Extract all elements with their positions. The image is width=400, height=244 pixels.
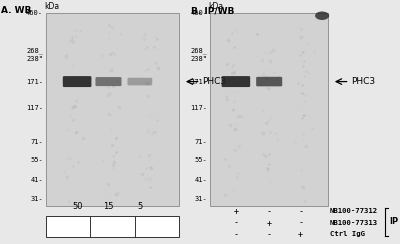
Text: 460-: 460- <box>26 10 43 16</box>
Text: +: + <box>267 219 272 228</box>
Text: Ctrl IgG: Ctrl IgG <box>330 231 365 237</box>
Text: 460-: 460- <box>191 10 208 16</box>
Text: +: + <box>298 230 303 239</box>
Text: NB100-77313: NB100-77313 <box>330 220 378 226</box>
Circle shape <box>315 11 329 20</box>
Text: B. IP/WB: B. IP/WB <box>191 6 234 15</box>
Bar <box>46 216 179 237</box>
Text: 55-: 55- <box>195 157 208 163</box>
Text: PHC3: PHC3 <box>352 77 376 86</box>
Text: 268_: 268_ <box>26 47 43 54</box>
FancyBboxPatch shape <box>63 76 92 87</box>
Text: 31-: 31- <box>30 196 43 202</box>
Text: 238": 238" <box>191 56 208 62</box>
Text: -: - <box>298 207 303 216</box>
FancyBboxPatch shape <box>96 77 122 86</box>
Bar <box>46 13 179 206</box>
Text: PHC3: PHC3 <box>202 77 227 86</box>
Text: 117-: 117- <box>26 105 43 111</box>
Text: IP: IP <box>390 217 399 226</box>
Text: 117-: 117- <box>191 105 208 111</box>
Text: kDa: kDa <box>44 2 59 11</box>
Text: HeLa: HeLa <box>102 222 123 231</box>
Text: 41-: 41- <box>30 177 43 183</box>
Text: 15: 15 <box>103 202 114 211</box>
Text: 71-: 71- <box>30 139 43 145</box>
Text: 71-: 71- <box>195 139 208 145</box>
Text: -: - <box>267 207 272 216</box>
Text: 171-: 171- <box>191 79 208 85</box>
FancyBboxPatch shape <box>128 78 152 85</box>
Text: 171-: 171- <box>26 79 43 85</box>
Bar <box>210 13 328 206</box>
Text: -: - <box>298 219 303 228</box>
Text: -: - <box>233 230 238 239</box>
Text: 41-: 41- <box>195 177 208 183</box>
Text: -: - <box>233 219 238 228</box>
Text: +: + <box>233 207 238 216</box>
FancyBboxPatch shape <box>256 77 282 86</box>
Text: -: - <box>267 230 272 239</box>
Text: 55-: 55- <box>30 157 43 163</box>
Text: NB100-77312: NB100-77312 <box>330 208 378 214</box>
Text: kDa: kDa <box>208 2 224 11</box>
Text: 50: 50 <box>72 202 82 211</box>
Text: 238": 238" <box>26 56 43 62</box>
Text: 31-: 31- <box>195 196 208 202</box>
Text: 5: 5 <box>137 202 142 211</box>
FancyBboxPatch shape <box>222 76 250 87</box>
Text: 268_: 268_ <box>191 47 208 54</box>
Text: A. WB: A. WB <box>1 6 31 15</box>
